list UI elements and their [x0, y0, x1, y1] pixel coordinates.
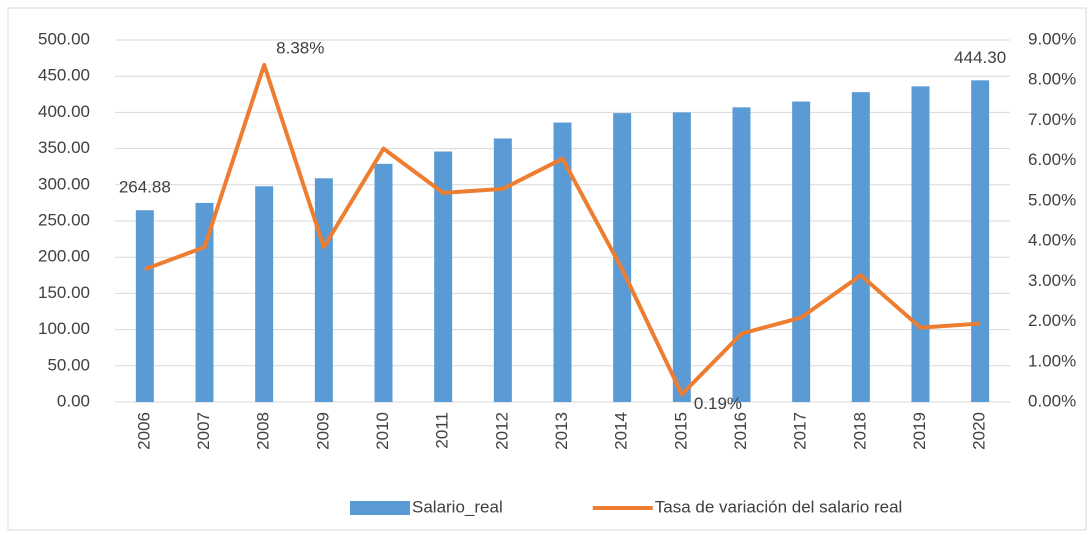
x-tick-label: 2019	[910, 412, 929, 450]
x-tick-label: 2014	[612, 412, 631, 450]
bar	[374, 163, 393, 402]
line	[144, 62, 981, 397]
data-label: 8.38%	[276, 38, 324, 57]
y2-tick-label: 7.00%	[1028, 110, 1076, 129]
x-tick-label: 2012	[492, 412, 511, 450]
bar	[553, 122, 572, 402]
y2-tick-label: 8.00%	[1028, 70, 1076, 89]
y2-tick-label: 9.00%	[1028, 29, 1076, 48]
chart-border	[7, 7, 1087, 531]
bar	[911, 86, 930, 402]
y-tick-label: 50.00	[47, 355, 90, 374]
data-label: 444.30	[954, 48, 1006, 67]
x-tick-label: 2016	[731, 412, 750, 450]
x-tick-label: 2009	[313, 412, 332, 450]
x-tick-label: 2018	[850, 412, 869, 450]
legend-label: Salario_real	[412, 497, 503, 516]
bar	[732, 107, 751, 402]
y2-tick-label: 4.00%	[1028, 231, 1076, 250]
x-tick-label: 2010	[373, 412, 392, 450]
y-tick-label: 500.00	[38, 29, 90, 48]
y2-tick-label: 2.00%	[1028, 311, 1076, 330]
bar	[314, 178, 333, 402]
y-tick-label: 200.00	[38, 247, 90, 266]
bar	[971, 80, 990, 403]
legend-label: Tasa de variación del salario real	[655, 497, 903, 516]
y2-tick-label: 1.00%	[1028, 351, 1076, 370]
y2-tick-label: 6.00%	[1028, 150, 1076, 169]
x-tick-label: 2017	[791, 412, 810, 450]
x-tick-label: 2006	[134, 412, 153, 450]
bar	[792, 101, 811, 402]
bar	[135, 210, 154, 402]
y2-tick-label: 0.00%	[1028, 391, 1076, 410]
y-tick-label: 400.00	[38, 102, 90, 121]
y-tick-label: 450.00	[38, 66, 90, 85]
y-tick-label: 100.00	[38, 319, 90, 338]
x-tick-label: 2008	[254, 412, 273, 450]
data-label: 264.88	[119, 178, 171, 197]
bar	[493, 138, 512, 403]
x-tick-label: 2013	[552, 412, 571, 450]
x-tick-label: 2011	[433, 412, 452, 449]
data-label: 0.19%	[694, 394, 742, 413]
x-tick-label: 2007	[194, 412, 213, 450]
legend-swatch	[350, 501, 410, 515]
y-tick-label: 350.00	[38, 138, 90, 157]
bar	[195, 202, 214, 402]
bar	[672, 112, 691, 403]
bar	[613, 113, 632, 403]
y-tick-label: 150.00	[38, 283, 90, 302]
x-tick-label: 2015	[671, 412, 690, 450]
bar	[851, 92, 870, 403]
y-tick-label: 0.00	[57, 391, 90, 410]
y2-tick-label: 5.00%	[1028, 190, 1076, 209]
x-tick-label: 2020	[970, 412, 989, 450]
y-tick-label: 250.00	[38, 210, 90, 229]
y-tick-label: 300.00	[38, 174, 90, 193]
bar	[434, 151, 453, 402]
bar	[255, 186, 274, 402]
y2-tick-label: 3.00%	[1028, 271, 1076, 290]
